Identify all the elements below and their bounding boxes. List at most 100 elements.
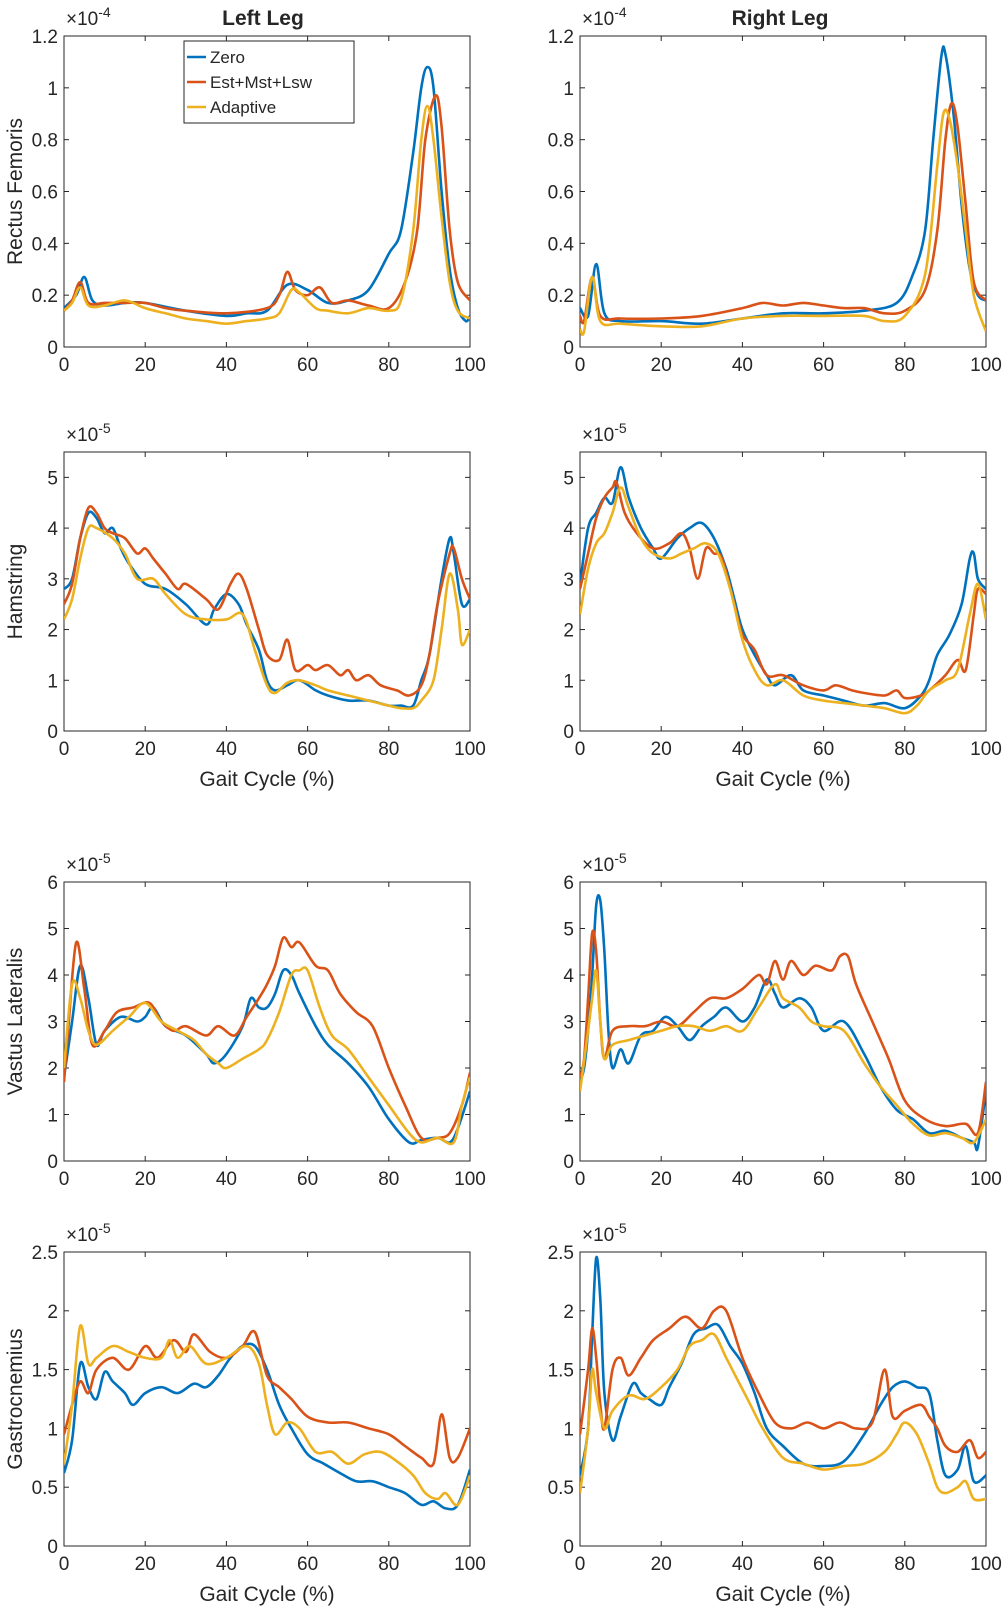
y-tick-label: 0 <box>47 722 58 743</box>
series-line-adaptive <box>580 1332 986 1502</box>
x-tick-label: 80 <box>894 355 915 376</box>
y-tick-label: 0 <box>47 338 58 359</box>
x-tick-label: 100 <box>970 739 1002 760</box>
y-tick-label: 2 <box>563 621 574 642</box>
x-tick-label: 100 <box>454 1554 486 1575</box>
y-tick-label: 2 <box>47 1302 58 1323</box>
x-axis-label: Gait Cycle (%) <box>715 768 850 791</box>
y-tick-label: 2 <box>47 621 58 642</box>
x-tick-label: 20 <box>135 355 156 376</box>
x-tick-label: 0 <box>59 1169 70 1190</box>
y-tick-label: 0 <box>47 1152 58 1173</box>
axis-exponent: ×10-4 <box>66 4 111 30</box>
x-axis-label: Gait Cycle (%) <box>715 1583 850 1606</box>
y-tick-label: 0.6 <box>548 183 574 204</box>
series-line-adaptive <box>580 108 986 337</box>
axis-exponent: ×10-5 <box>582 1220 627 1246</box>
axes-box <box>63 1251 471 1547</box>
y-tick-label: 0.5 <box>548 1478 574 1499</box>
series-line-zero <box>580 1255 986 1484</box>
x-tick-label: 40 <box>216 1554 237 1575</box>
y-tick-label: 2 <box>563 1059 574 1080</box>
series-line-est-mst-lsw <box>64 94 470 315</box>
x-tick-label: 100 <box>454 1169 486 1190</box>
series-line-adaptive <box>64 1324 470 1507</box>
legend-box <box>183 40 355 124</box>
x-tick-label: 20 <box>135 1554 156 1575</box>
series-line-est-mst-lsw <box>580 1305 986 1460</box>
series-line-est-mst-lsw <box>580 929 986 1137</box>
x-tick-label: 0 <box>575 1169 586 1190</box>
legend-label: Est+Mst+Lsw <box>210 73 313 92</box>
x-tick-label: 80 <box>378 739 399 760</box>
y-tick-label: 1 <box>563 1419 574 1440</box>
series-line-zero <box>580 465 986 710</box>
x-tick-label: 20 <box>135 739 156 760</box>
x-tick-label: 60 <box>813 1554 834 1575</box>
panel-ham-right: 0 1 2 3 4 5 0 20 40 60 80 100 ×10-5 Gait Cycle (%) <box>563 420 1001 791</box>
y-tick-label: 0 <box>563 338 574 359</box>
y-tick-label: 0.8 <box>32 131 58 152</box>
y-tick-label: 2.5 <box>548 1243 574 1264</box>
x-tick-label: 60 <box>813 1169 834 1190</box>
x-axis-label: Gait Cycle (%) <box>199 768 334 791</box>
y-tick-label: 1.5 <box>32 1361 58 1382</box>
series-line-adaptive <box>580 968 986 1145</box>
axis-exponent: ×10-4 <box>582 4 627 30</box>
series-line-est-mst-lsw <box>64 935 470 1142</box>
x-tick-label: 100 <box>454 355 486 376</box>
axis-exponent: ×10-5 <box>66 850 111 876</box>
series-group <box>580 1255 986 1502</box>
y-tick-label: 6 <box>47 873 58 894</box>
x-axis-label: Gait Cycle (%) <box>199 1583 334 1606</box>
series-line-adaptive <box>580 486 986 715</box>
x-tick-label: 40 <box>732 1169 753 1190</box>
y-tick-label: 4 <box>47 966 58 987</box>
x-tick-label: 80 <box>378 1554 399 1575</box>
y-tick-label: 1 <box>563 1106 574 1127</box>
x-tick-label: 20 <box>651 1169 672 1190</box>
y-tick-label: 1 <box>47 671 58 692</box>
x-tick-label: 80 <box>894 739 915 760</box>
panel-gas-right: 0 0.5 1 1.5 2 2.5 0 20 40 60 80 100 ×10-5 Gait Cycle … <box>548 1220 1002 1606</box>
series-line-est-mst-lsw <box>64 505 470 697</box>
axes-box <box>579 1251 987 1547</box>
y-tick-label: 0.4 <box>548 234 575 255</box>
axis-exponent: ×10-5 <box>582 420 627 446</box>
panel-gas-left: 0 0.5 1 1.5 2 2.5 0 20 40 60 80 100 ×10-5 Gastrocnemi… <box>4 1220 486 1606</box>
y-tick-label: 1 <box>563 79 574 100</box>
x-tick-label: 60 <box>297 355 318 376</box>
y-axis-label: Rectus Femoris <box>4 118 27 265</box>
y-tick-label: 4 <box>563 966 574 987</box>
y-tick-label: 4 <box>47 519 58 540</box>
series-group <box>64 505 470 711</box>
y-tick-label: 5 <box>47 920 58 941</box>
x-tick-label: 0 <box>59 355 70 376</box>
x-tick-label: 60 <box>297 1169 318 1190</box>
x-tick-label: 40 <box>216 739 237 760</box>
x-tick-label: 80 <box>378 1169 399 1190</box>
series-group <box>580 45 986 337</box>
x-tick-label: 80 <box>894 1554 915 1575</box>
y-tick-label: 3 <box>563 570 574 591</box>
x-tick-label: 0 <box>59 739 70 760</box>
series-line-est-mst-lsw <box>580 101 986 325</box>
y-tick-label: 1 <box>47 79 58 100</box>
x-tick-label: 40 <box>732 355 753 376</box>
x-tick-label: 40 <box>216 1169 237 1190</box>
series-line-zero <box>64 510 470 709</box>
x-tick-label: 60 <box>297 1554 318 1575</box>
x-tick-label: 0 <box>575 1554 586 1575</box>
series-line-zero <box>580 45 986 326</box>
axis-exponent: ×10-5 <box>66 420 111 446</box>
y-tick-label: 1.2 <box>32 27 58 48</box>
x-tick-label: 0 <box>59 1554 70 1575</box>
series-group <box>64 65 470 325</box>
y-tick-label: 2 <box>47 1059 58 1080</box>
y-tick-label: 4 <box>563 519 574 540</box>
y-tick-label: 1.2 <box>548 27 574 48</box>
